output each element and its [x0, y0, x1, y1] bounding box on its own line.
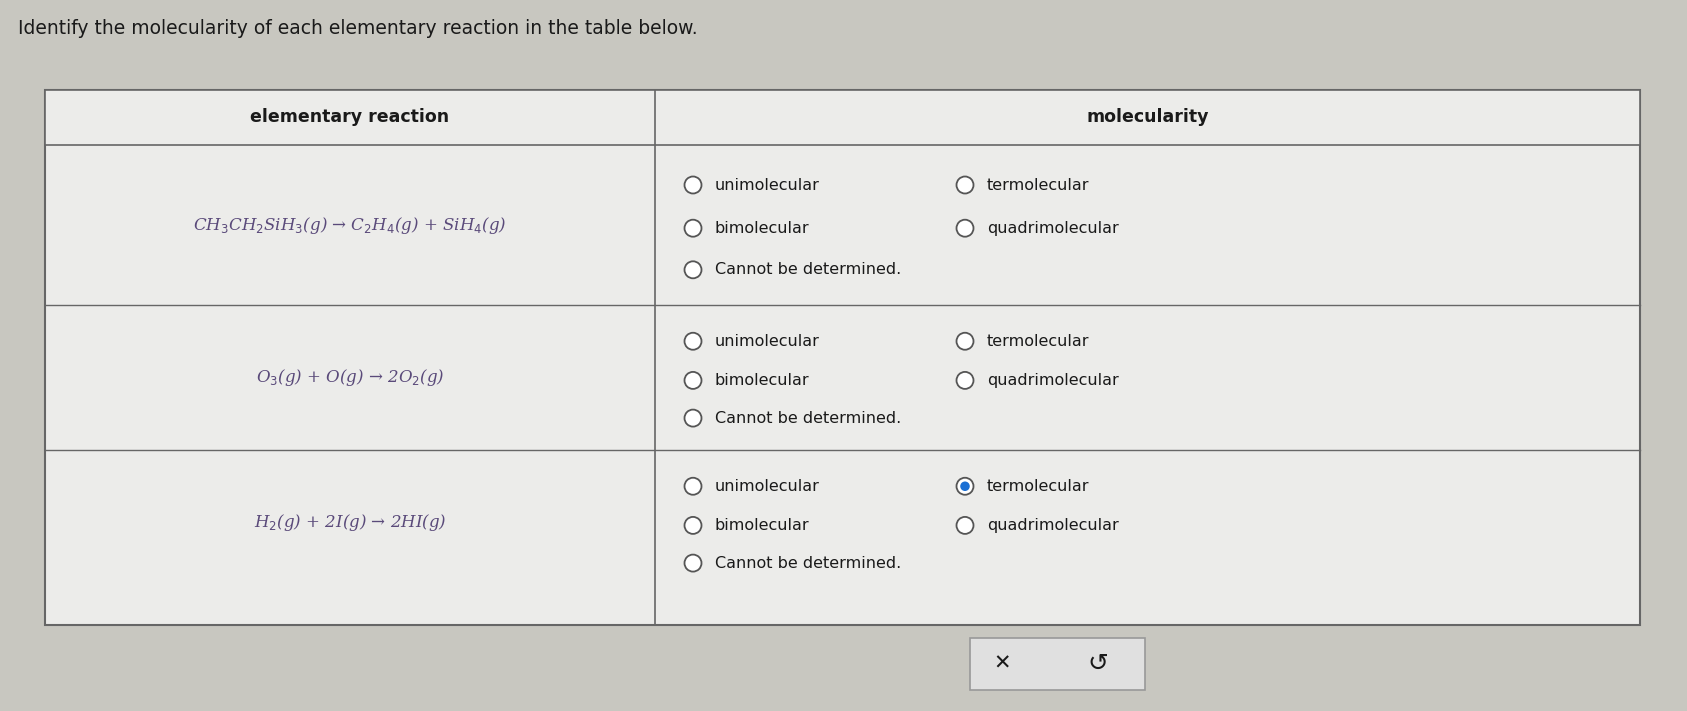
Text: unimolecular: unimolecular	[715, 479, 820, 493]
Circle shape	[957, 372, 973, 389]
Circle shape	[957, 478, 973, 495]
Text: bimolecular: bimolecular	[715, 220, 810, 236]
Text: termolecular: termolecular	[987, 333, 1090, 349]
Circle shape	[685, 262, 702, 278]
Text: quadrimolecular: quadrimolecular	[987, 518, 1118, 533]
Bar	[970, 638, 1145, 690]
Circle shape	[685, 220, 702, 237]
Text: ↺: ↺	[1086, 652, 1108, 676]
Text: Cannot be determined.: Cannot be determined.	[715, 262, 901, 277]
Text: Identify the molecularity of each elementary reaction in the table below.: Identify the molecularity of each elemen…	[19, 18, 698, 38]
Text: elementary reaction: elementary reaction	[250, 109, 449, 127]
Circle shape	[957, 220, 973, 237]
Circle shape	[957, 333, 973, 350]
Circle shape	[957, 176, 973, 193]
Text: unimolecular: unimolecular	[715, 178, 820, 193]
Text: CH$_3$CH$_2$SiH$_3$(g) → C$_2$H$_4$(g) + SiH$_4$(g): CH$_3$CH$_2$SiH$_3$(g) → C$_2$H$_4$(g) +…	[194, 215, 506, 235]
Text: Cannot be determined.: Cannot be determined.	[715, 410, 901, 426]
Circle shape	[685, 555, 702, 572]
Circle shape	[685, 478, 702, 495]
Text: H$_2$(g) + 2I(g) → 2HI(g): H$_2$(g) + 2I(g) → 2HI(g)	[253, 512, 447, 533]
Text: unimolecular: unimolecular	[715, 333, 820, 349]
Circle shape	[685, 372, 702, 389]
Circle shape	[957, 517, 973, 534]
Circle shape	[685, 410, 702, 427]
Bar	[46, 90, 1640, 145]
Circle shape	[685, 517, 702, 534]
Text: Cannot be determined.: Cannot be determined.	[715, 555, 901, 571]
Text: quadrimolecular: quadrimolecular	[987, 220, 1118, 236]
Bar	[46, 90, 1640, 625]
Text: termolecular: termolecular	[987, 178, 1090, 193]
Text: molecularity: molecularity	[1086, 109, 1210, 127]
Text: termolecular: termolecular	[987, 479, 1090, 493]
Text: bimolecular: bimolecular	[715, 518, 810, 533]
Text: ✕: ✕	[994, 654, 1011, 674]
Text: bimolecular: bimolecular	[715, 373, 810, 388]
Circle shape	[960, 481, 970, 491]
Text: O$_3$(g) + O(g) → 2O$_2$(g): O$_3$(g) + O(g) → 2O$_2$(g)	[256, 367, 444, 388]
Circle shape	[685, 333, 702, 350]
Text: quadrimolecular: quadrimolecular	[987, 373, 1118, 388]
Circle shape	[685, 176, 702, 193]
